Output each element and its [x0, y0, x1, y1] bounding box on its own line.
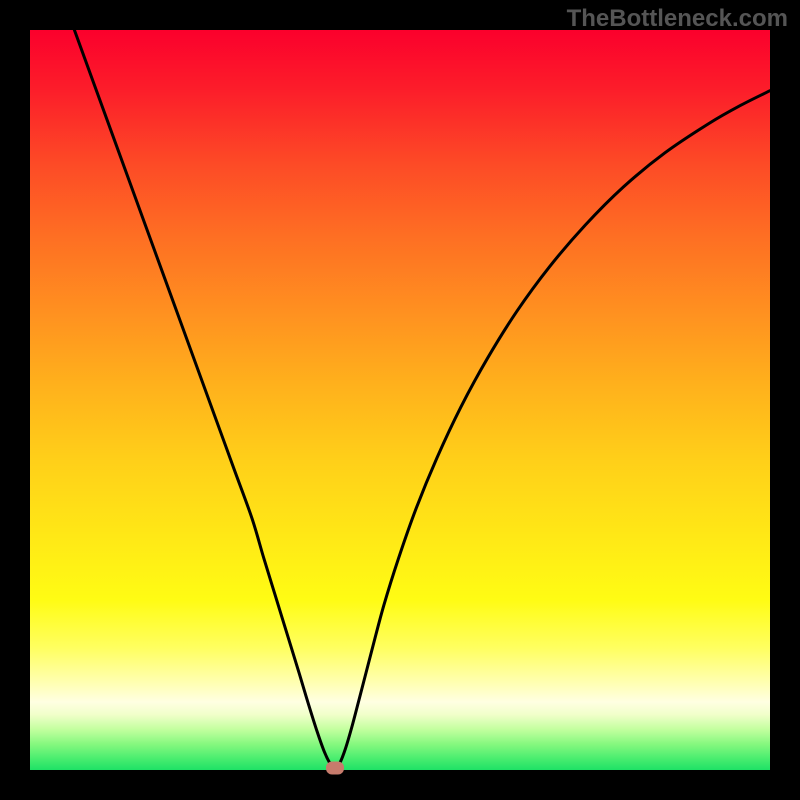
chart-container: TheBottleneck.com	[0, 0, 800, 800]
minimum-marker	[326, 761, 344, 774]
watermark-text: TheBottleneck.com	[567, 5, 788, 33]
bottleneck-curve	[74, 30, 770, 769]
curve-svg	[0, 0, 800, 800]
